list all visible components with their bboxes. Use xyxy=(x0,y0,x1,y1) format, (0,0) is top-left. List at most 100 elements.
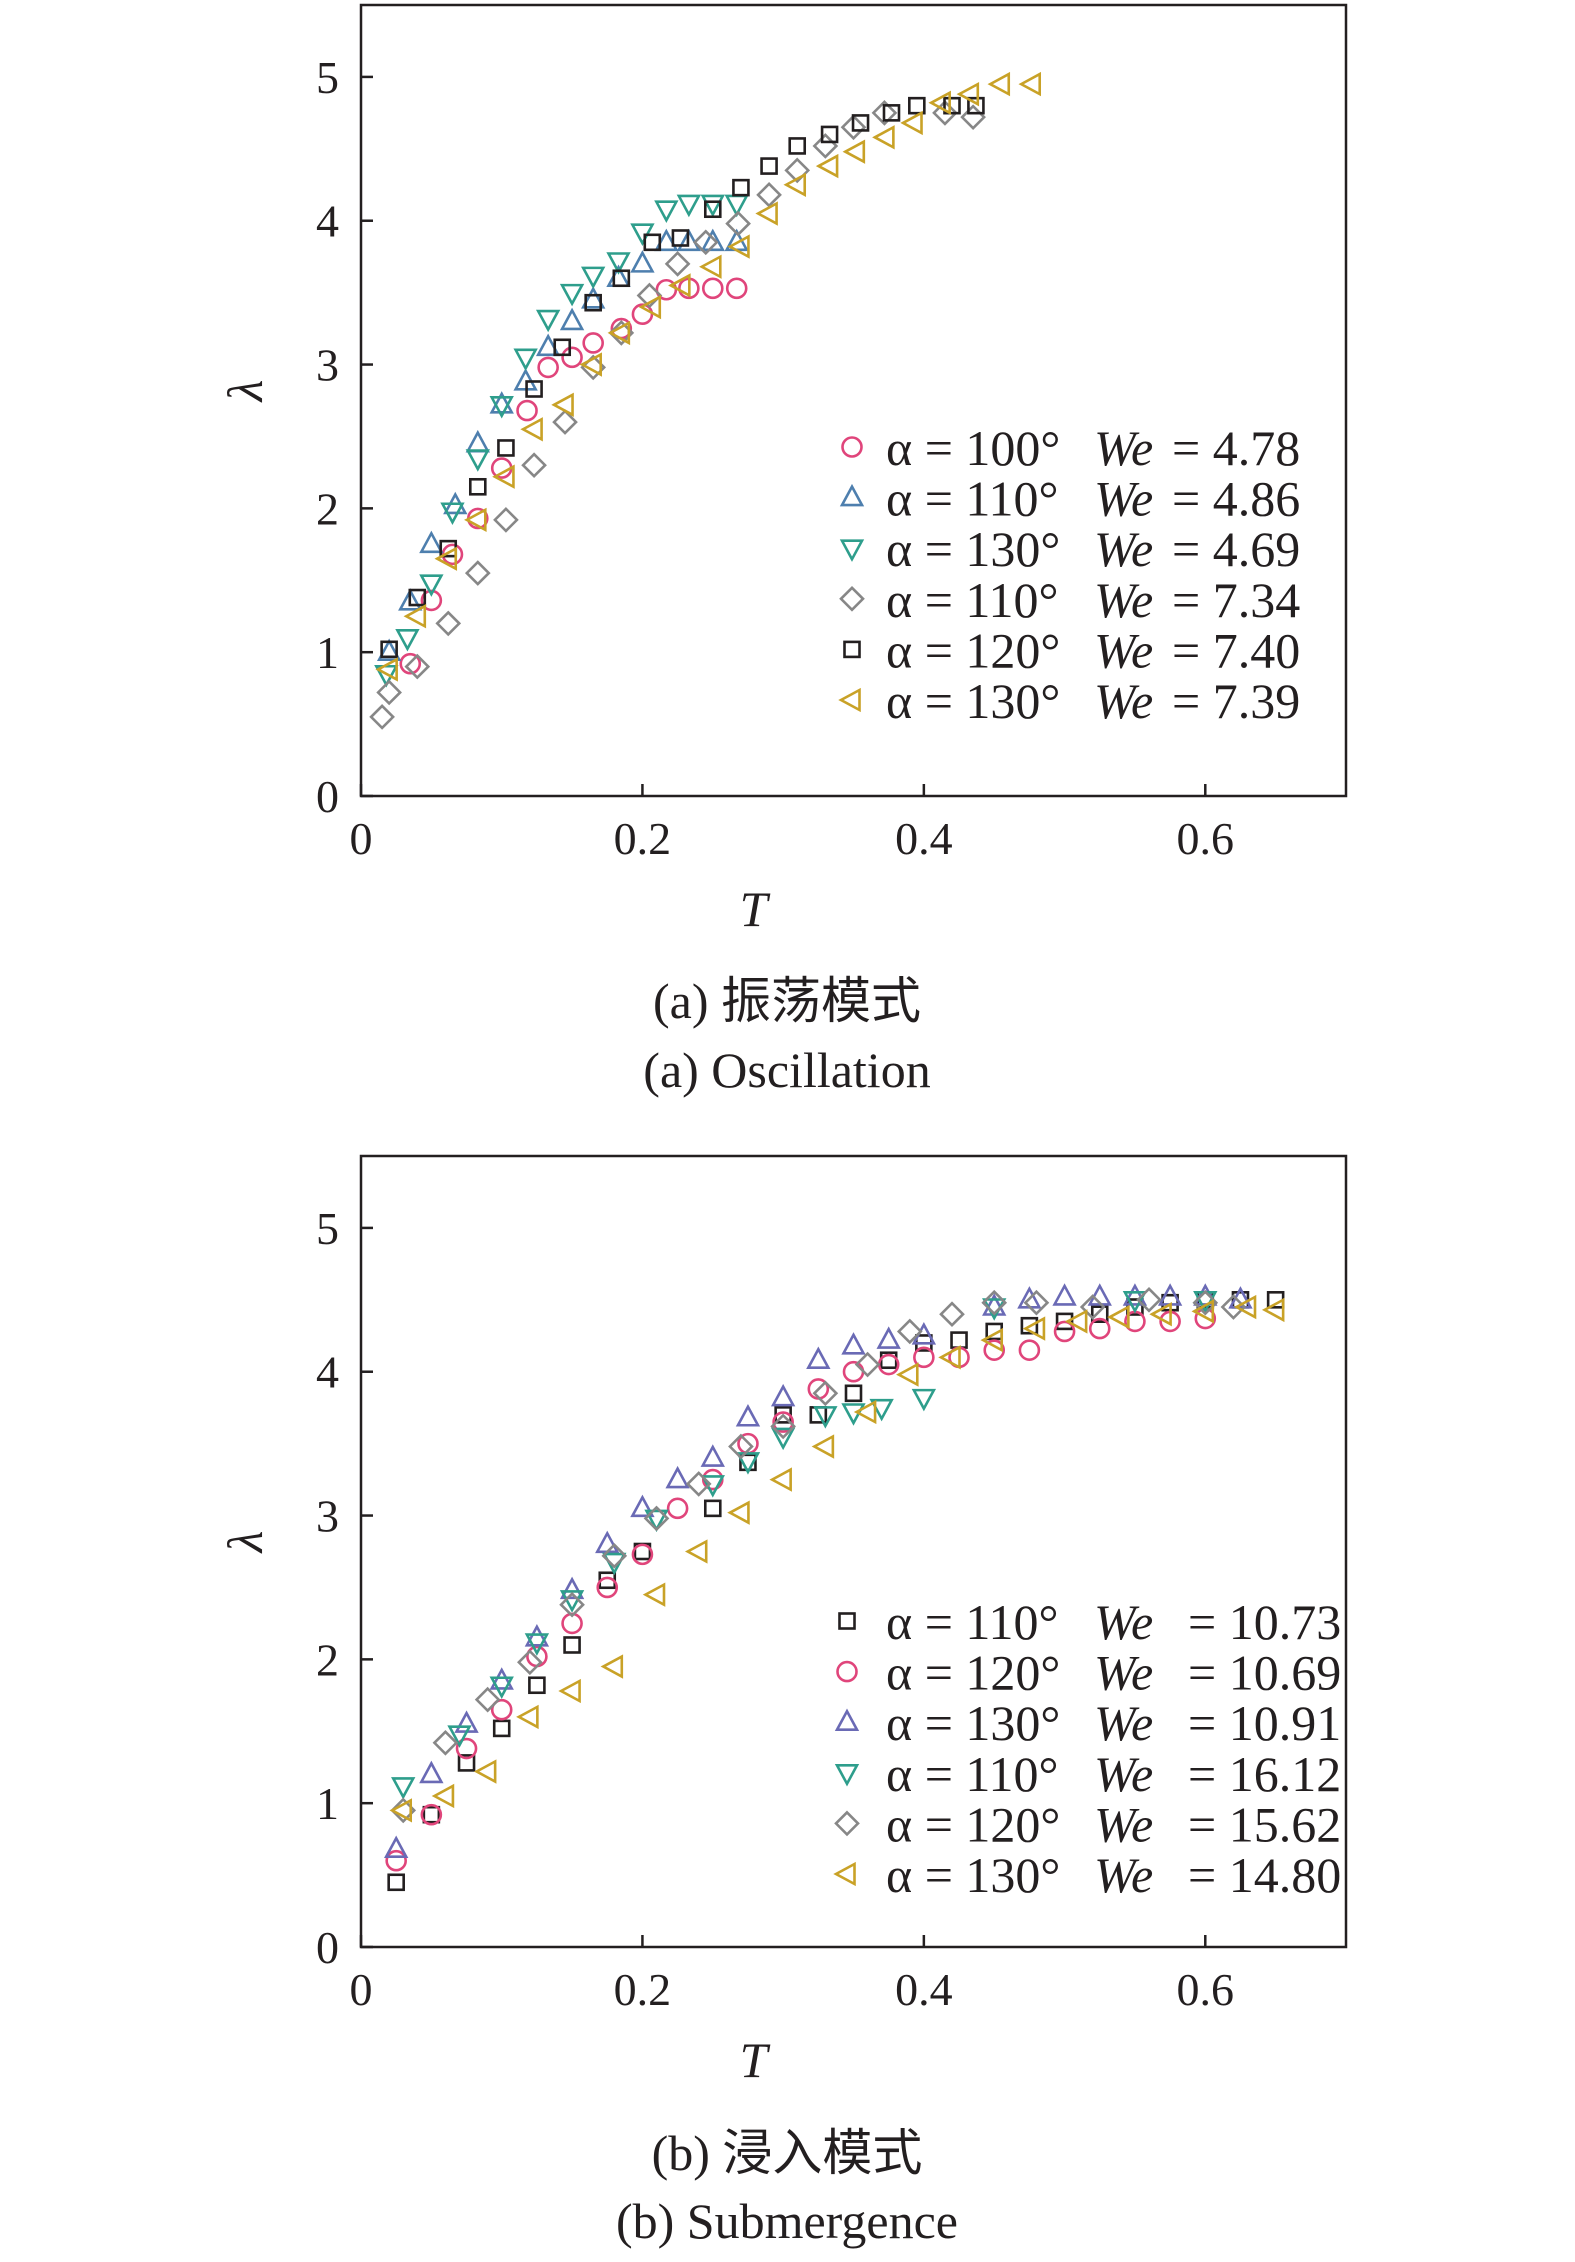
chart-b-data-point xyxy=(938,1345,961,1370)
chart-b-data-point xyxy=(665,1465,690,1489)
chart-a-legend-entry: α = 130° We = 7.39 xyxy=(838,673,1300,729)
chart-b-x-tick-label: 0 xyxy=(350,1964,373,2015)
chart-b-legend-marker xyxy=(834,1708,860,1731)
chart-a-data-point xyxy=(525,380,543,398)
chart-a-legend-we-symbol: We xyxy=(1094,572,1153,628)
chart-a-y-tick-label: 2 xyxy=(316,483,339,534)
chart-a-series-1 xyxy=(399,277,748,675)
chart-b-x-tick-label: 0.2 xyxy=(614,1964,672,2015)
chart-b-data-point xyxy=(1149,1302,1172,1327)
chart-a-data-point xyxy=(815,153,839,179)
chart-b-data-point xyxy=(420,1803,443,1826)
chart-a-legend-we-value: = 4.69 xyxy=(1172,521,1300,577)
chart-b-legend-entry: α = 130° We = 14.80 xyxy=(833,1847,1341,1903)
chart-a-data-point xyxy=(882,104,901,122)
chart-b-data-point xyxy=(939,1301,965,1328)
chart-b-data-point xyxy=(431,1783,455,1809)
chart-a-data-point xyxy=(725,210,751,237)
chart-b-data-point xyxy=(770,1413,796,1440)
chart-a-data-point xyxy=(369,704,395,730)
chart-b-data-point xyxy=(842,1360,865,1383)
chart-a-legend: α = 100° We = 4.78α = 110° We = 4.86α = 130°… xyxy=(838,420,1300,729)
chart-b-data-point xyxy=(563,1636,581,1654)
chart-b-data-point xyxy=(457,1754,476,1772)
chart-a-legend-entry: α = 130° We = 4.69 xyxy=(839,521,1300,577)
chart-a-data-point xyxy=(612,269,631,288)
chart-a-legend-alpha: α = 130° xyxy=(886,521,1060,577)
chart-b-legend-we-symbol: We xyxy=(1094,1594,1153,1650)
chart-a-legend-marker xyxy=(839,585,865,612)
chart-b-data-point xyxy=(447,1725,472,1748)
chart-a-data-point xyxy=(700,194,725,218)
chart-a-data-point xyxy=(701,277,724,300)
chart-b-plot-frame xyxy=(359,1154,1348,1949)
chart-b-series-4 xyxy=(391,1291,1218,1800)
chart-b-legend-entry: α = 110° We = 10.73 xyxy=(838,1594,1341,1650)
chart-a-legend-alpha: α = 100° xyxy=(886,420,1060,476)
chart-a-data-point xyxy=(851,114,870,132)
chart-b-x-axis-label: T xyxy=(740,2032,771,2088)
chart-b-data-point xyxy=(844,1384,863,1403)
chart-a-data-point xyxy=(967,96,985,115)
chart-a-data-point xyxy=(404,653,431,680)
chart-a-legend-marker xyxy=(839,483,865,507)
chart-a-data-point xyxy=(692,229,719,256)
chart-a-data-point xyxy=(408,588,427,607)
chart-a-data-point xyxy=(1018,71,1042,97)
chart-b-data-point xyxy=(1079,1294,1106,1320)
chart-a-data-point xyxy=(607,320,631,346)
chart-b-data-point xyxy=(630,1494,655,1518)
chart-a-legend-marker xyxy=(841,436,863,458)
chart-a-legend-we-symbol: We xyxy=(1094,521,1153,577)
chart-b-legend-we-value: = 10.91 xyxy=(1188,1695,1341,1751)
chart-b-data-point xyxy=(601,1542,628,1569)
chart-b-data-point xyxy=(869,1398,894,1422)
chart-a-y-tick-label: 4 xyxy=(316,196,339,247)
chart-b-data-point xyxy=(1022,1316,1046,1341)
chart-a-data-point xyxy=(376,638,402,661)
chart-b-data-point xyxy=(559,1591,585,1618)
chart-a-data-point xyxy=(756,182,782,208)
chart-b-data-point xyxy=(558,1678,581,1704)
chart-b-data-point xyxy=(1023,1289,1050,1316)
chart-a-legend-alpha: α = 120° xyxy=(886,622,1060,678)
chart-a-data-point xyxy=(489,391,514,414)
chart-a-legend-we-symbol: We xyxy=(1094,673,1153,729)
chart-b-data-point xyxy=(854,1351,881,1378)
chart-b-data-point xyxy=(770,1383,796,1407)
chart-a-data-point xyxy=(535,309,561,333)
chart-a-data-point xyxy=(492,464,515,489)
chart-b-data-point xyxy=(596,1576,619,1599)
chart-b-legend-we-symbol: We xyxy=(1094,1645,1153,1701)
chart-a-x-tick-label: 0.6 xyxy=(1177,813,1235,864)
chart-a-data-point xyxy=(671,229,690,247)
chart-a-data-point xyxy=(464,560,491,586)
chart-b-data-point xyxy=(684,1539,708,1564)
chart-a-x-tick-label: 0.4 xyxy=(895,813,953,864)
chart-a-data-point xyxy=(516,399,538,422)
chart-a-data-point xyxy=(842,139,866,164)
chart-b-data-point xyxy=(600,1654,624,1679)
chart-b-data-point xyxy=(524,1633,550,1656)
chart-b-legend-we-value: = 15.62 xyxy=(1188,1796,1341,1852)
chart-a-data-point xyxy=(725,277,748,300)
chart-b-legend-entry: α = 110° We = 16.12 xyxy=(834,1746,1341,1802)
chart-b-data-point xyxy=(489,1667,514,1690)
chart-b-data-point xyxy=(811,1434,835,1459)
chart-b-data-point xyxy=(911,1388,937,1412)
chart-a-data-point xyxy=(399,652,422,675)
chart-a-data-point xyxy=(465,429,490,453)
caption-a-english: (a) Oscillation xyxy=(643,1042,930,1098)
chart-a-data-point xyxy=(521,452,547,479)
chart-b-data-point xyxy=(643,1505,670,1532)
chart-a-series-6 xyxy=(375,71,1042,682)
chart-b-data-point xyxy=(896,1318,923,1345)
chart-b-data-point xyxy=(806,1346,831,1370)
chart-b-data-point xyxy=(559,1576,585,1600)
chart-b-series-6 xyxy=(389,1294,1285,1823)
chart-b-data-point xyxy=(516,1704,539,1730)
chart-b-data-point xyxy=(559,1590,585,1613)
chart-a-data-point xyxy=(375,657,398,682)
chart-a-legend-we-value: = 7.34 xyxy=(1172,572,1300,628)
